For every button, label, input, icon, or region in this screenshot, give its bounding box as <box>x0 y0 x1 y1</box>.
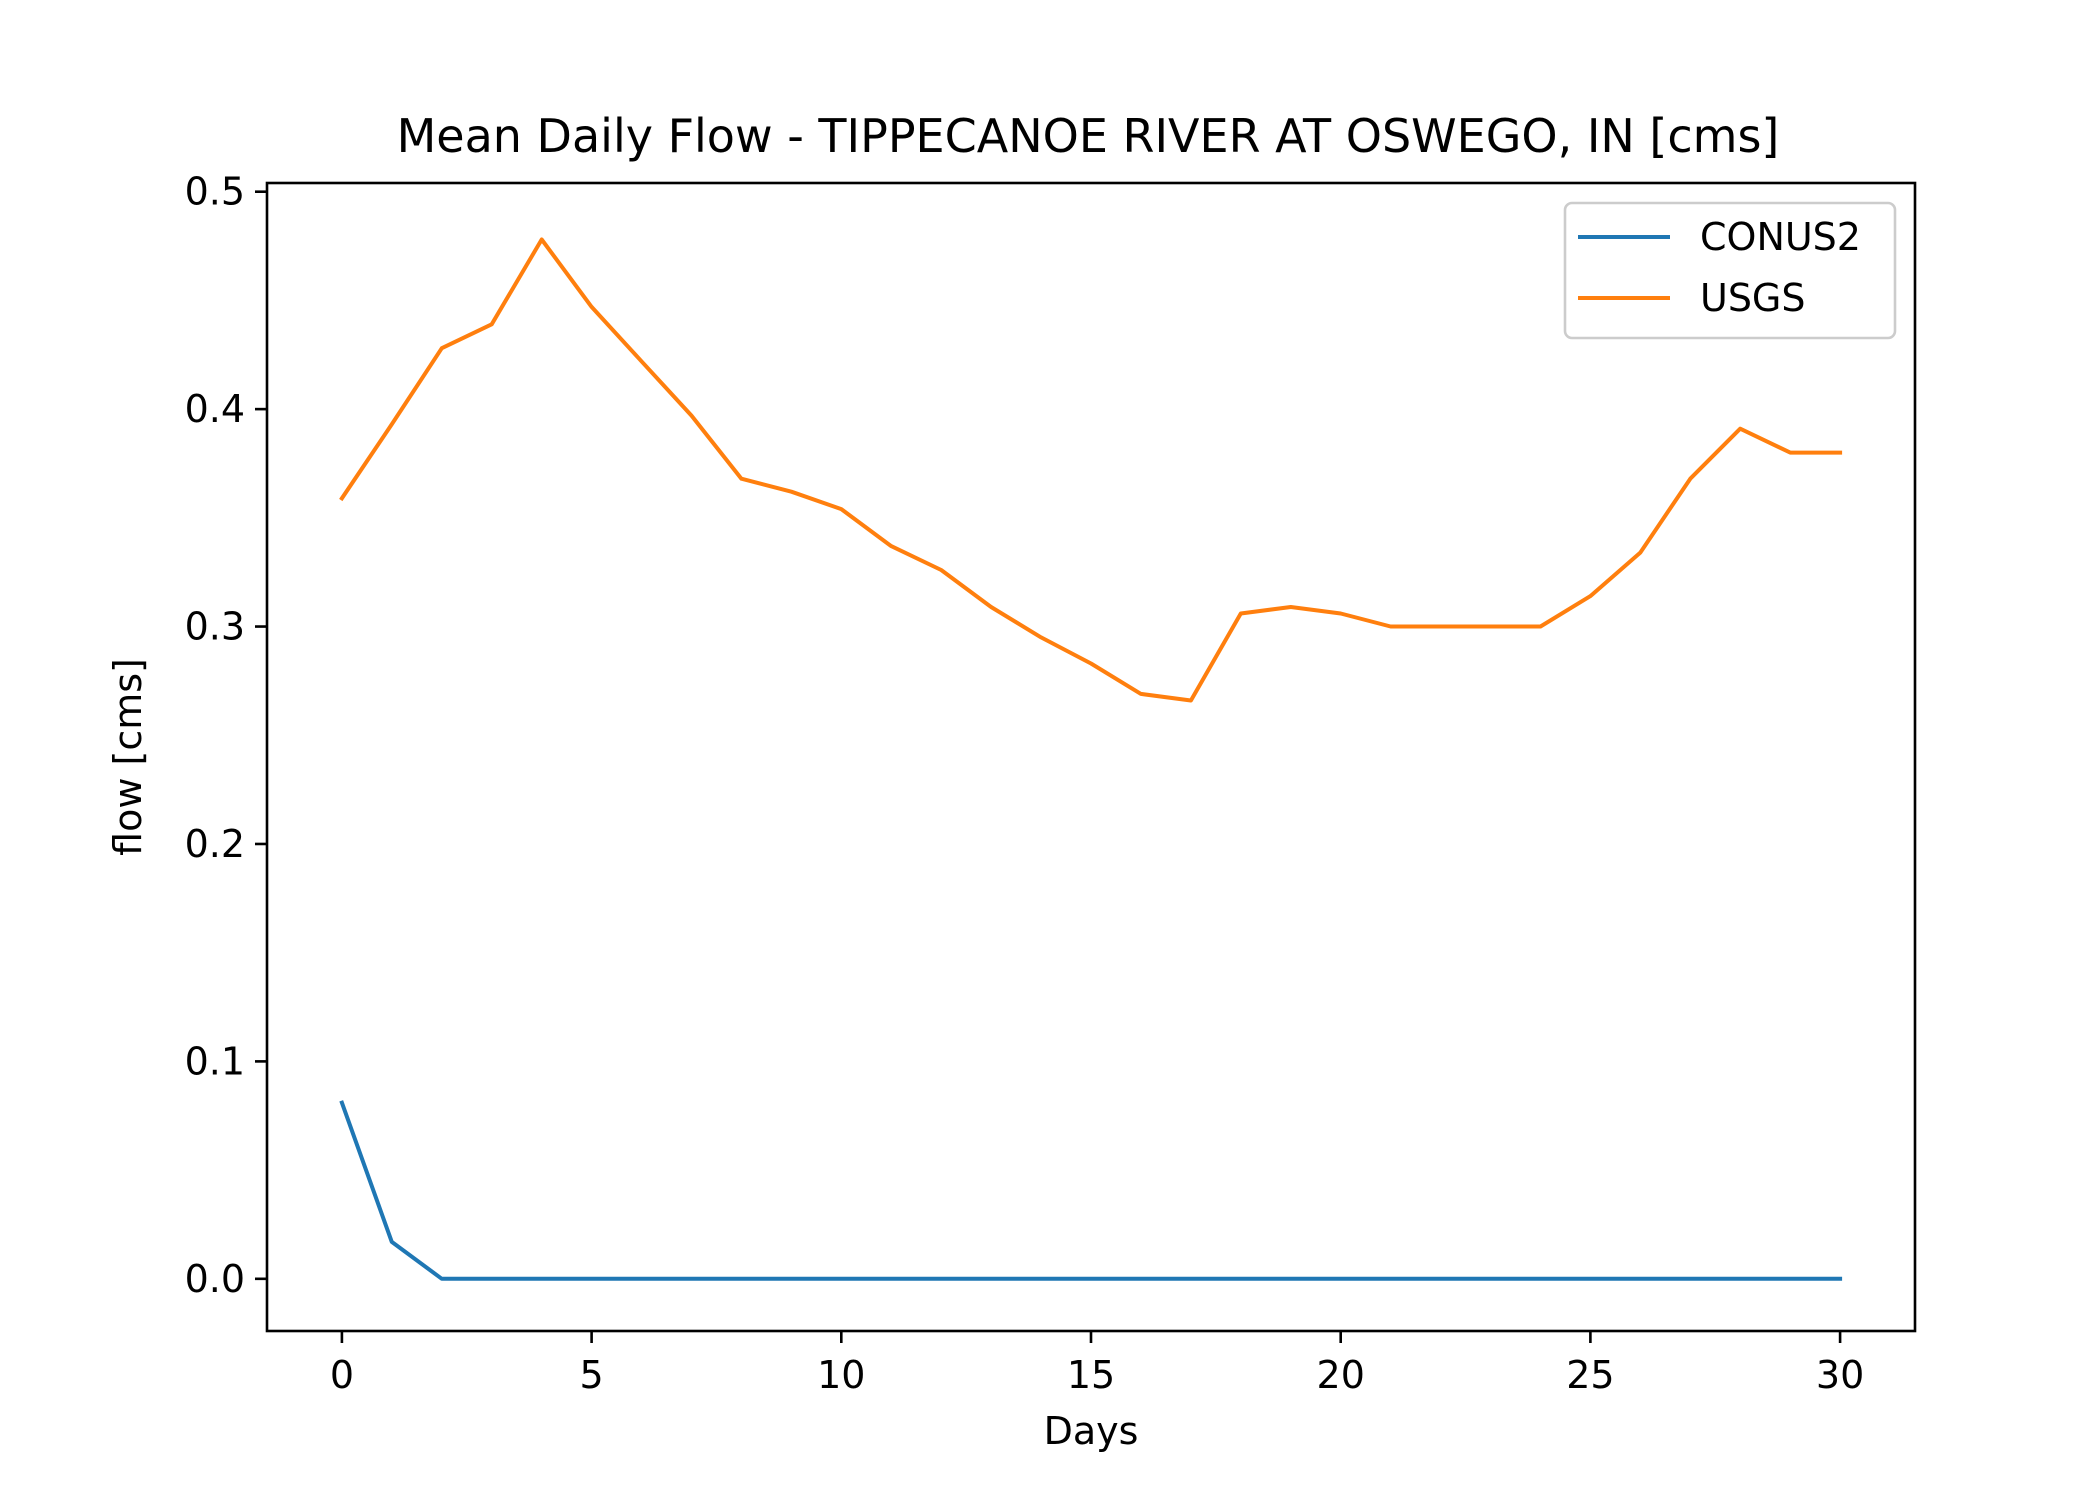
series-line-conus2 <box>339 1100 1843 1281</box>
y-tick-label: 0.2 <box>185 822 245 866</box>
x-axis-ticks: 0 5 10 15 20 25 30 <box>330 1331 1864 1397</box>
x-axis-label: Days <box>1044 1409 1139 1453</box>
y-tick-label: 0.0 <box>185 1257 245 1301</box>
x-tick-label: 15 <box>1067 1353 1115 1397</box>
x-tick-label: 10 <box>817 1353 865 1397</box>
legend-label-conus2: CONUS2 <box>1700 215 1861 259</box>
y-axis-ticks: 0.0 0.1 0.2 0.3 0.4 0.5 <box>185 170 267 1301</box>
y-tick-label: 0.3 <box>185 605 245 649</box>
x-tick-label: 0 <box>330 1353 354 1397</box>
x-tick-label: 25 <box>1566 1353 1614 1397</box>
chart-title: Mean Daily Flow - TIPPECANOE RIVER AT OS… <box>397 109 1780 163</box>
x-tick-label: 5 <box>580 1353 604 1397</box>
series-lines <box>339 237 1843 1281</box>
legend-label-usgs: USGS <box>1700 276 1806 320</box>
y-axis-label: flow [cms] <box>106 658 150 856</box>
y-tick-label: 0.4 <box>185 387 245 431</box>
x-tick-label: 30 <box>1816 1353 1864 1397</box>
series-line-usgs <box>339 237 1843 703</box>
x-tick-label: 20 <box>1317 1353 1365 1397</box>
y-tick-label: 0.1 <box>185 1039 245 1083</box>
legend: CONUS2 USGS <box>1563 201 1897 340</box>
y-tick-label: 0.5 <box>185 170 245 214</box>
plot-frame <box>265 181 1917 1333</box>
